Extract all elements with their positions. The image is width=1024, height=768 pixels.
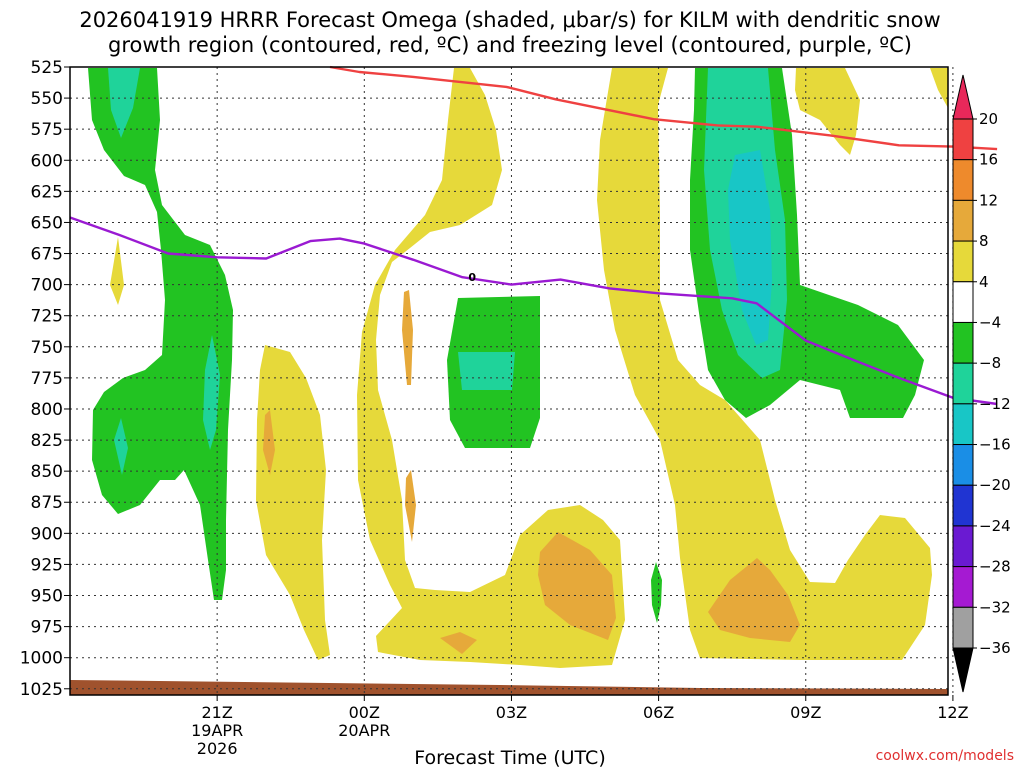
dendritic-snow-growth-region-12-to-18-c-line [329,65,998,151]
colorbar-level-label: −8 [979,354,1001,372]
colorbar-level-label: −28 [979,558,1011,576]
chart-title-line-1: 2026041919 HRRR Forecast Omega (shaded, … [79,8,940,32]
omega-region-mint-center [458,352,515,390]
x-tick-date-label: 20APR [338,721,390,740]
colorbar-box [952,606,974,649]
x-tick-label: 12Z [937,703,968,722]
omega-region-yellow-upper-center [357,68,625,668]
x-tick-label: 00Z [349,703,380,722]
omega-region-mint-top-left [108,68,140,138]
omega-region-green-small-lower [651,562,662,623]
y-tick-label: 950 [31,587,63,607]
omega-region-mint-left-mid [203,335,220,450]
x-tick-year-label: 2026 [197,739,238,758]
colorbar-level-label: −12 [979,395,1011,413]
colorbar-box [952,281,974,323]
colorbar-level-label: 20 [979,110,998,128]
omega-region-yellow-top-right-corner [930,68,948,108]
colorbar-level-label: −4 [979,313,1001,331]
y-tick-label: 1000 [20,649,63,669]
colorbar-box [952,362,974,405]
colorbar-box [952,321,974,364]
colorbar-level-label: −24 [979,517,1011,535]
x-axis-label: Forecast Time (UTC) [414,747,605,768]
colorbar-level-label: −36 [979,639,1011,657]
omega-region-orange-e [440,632,477,654]
omega-region-orange-b [263,410,275,475]
contour-lines [69,65,998,406]
y-tick-label: 825 [31,431,63,451]
y-tick-label: 850 [31,462,63,482]
y-tick-label: 750 [31,338,63,358]
omega-region-cyan-right [728,150,772,345]
y-tick-label: 775 [31,369,63,389]
y-tick-label: 1025 [20,680,63,700]
y-tick-label: 800 [31,400,63,420]
y-tick-label: 650 [31,213,63,233]
y-tick-label: 975 [31,618,63,638]
x-tick-date-label: 19APR [191,721,243,740]
y-tick-label: 575 [31,120,63,140]
omega-region-orange-a [402,290,413,385]
colorbar-level-label: 12 [979,191,998,209]
colorbar-box [952,484,974,527]
colorbar-box [952,403,974,446]
credit-text: coolwx.com/models [876,748,1014,764]
colorbar-box [952,525,974,568]
omega-region-green-left-column [88,68,233,600]
omega-region-orange-c [405,470,416,542]
freezing-level-contour-label: 0 [468,271,476,284]
omega-region-yellow-top-right [795,68,860,155]
y-tick-label: 550 [31,89,63,109]
x-tick-label: 06Z [643,703,674,722]
colorbar-level-label: 4 [979,273,989,291]
terrain-surface [70,680,948,695]
y-tick-label: 900 [31,524,63,544]
omega-region-yellow-right-mid [597,68,932,660]
colorbar-level-label: −32 [979,598,1011,616]
colorbar: 20 16 12 8 4 −4 −8 −12 −16 −20 −24 −28 −32 −36 [952,74,1011,693]
y-tick-label: 675 [31,245,63,265]
colorbar-level-label: −20 [979,476,1011,494]
omega-region-mint-left-lower [114,418,128,475]
omega-region-yellow-small-left [110,237,124,305]
colorbar-box [952,199,974,242]
colorbar-box [952,444,974,486]
colorbar-level-label: −16 [979,436,1011,454]
omega-shading [70,68,948,695]
y-tick-label: 625 [31,182,63,202]
x-tick-label: 03Z [496,703,527,722]
colorbar-box [952,566,974,608]
y-tick-label: 525 [31,58,63,78]
y-tick-label: 875 [31,493,63,513]
colorbar-bottom-arrow [952,647,974,693]
omega-region-orange-d [538,532,616,640]
x-tick-label: 09Z [790,703,821,722]
freezing-level-0-c-line [69,216,998,406]
omega-region-orange-f [708,558,800,642]
y-tick-label: 600 [31,151,63,171]
colorbar-box [952,159,974,201]
y-tick-label: 700 [31,276,63,296]
y-tick-label: 725 [31,307,63,327]
y-axis-ticks: 525 550 575 600 625 650 675 700 725 750 775 800 825 8… [20,58,70,700]
colorbar-level-label: 8 [979,232,989,250]
colorbar-top-arrow [952,74,974,120]
freezing-level-contour-label-group: 0 [468,271,476,284]
x-tick-label: 21Z [201,703,232,722]
plot-frame [69,66,949,696]
colorbar-level-label: 16 [979,151,998,169]
y-tick-label: 925 [31,555,63,575]
chart-title-line-2: growth region (contoured, red, ºC) and f… [108,33,912,57]
colorbar-box [952,118,974,161]
colorbar-box [952,240,974,283]
